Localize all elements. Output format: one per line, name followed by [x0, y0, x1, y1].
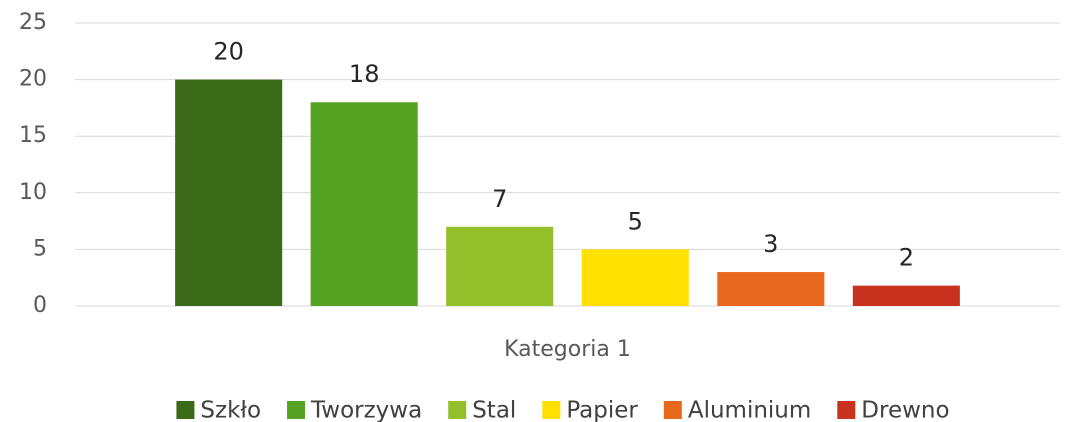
legend-swatch [837, 401, 856, 419]
legend-label: Szkło [200, 398, 261, 422]
x-tick-label: Kategoria 1 [504, 337, 631, 362]
y-tick-label: 0 [33, 293, 47, 318]
bar [581, 249, 689, 306]
data-label: 7 [492, 185, 507, 213]
bar [852, 285, 960, 306]
bar [310, 102, 418, 307]
legend-label: Papier [566, 398, 638, 422]
legend-swatch [663, 401, 682, 419]
legend-label: Aluminium [688, 398, 811, 422]
legend-label: Drewno [861, 398, 949, 422]
y-tick-label: 25 [19, 10, 47, 35]
data-label: 3 [763, 230, 778, 258]
legend-swatch [542, 401, 561, 419]
legend-label: Stal [472, 398, 516, 422]
y-tick-label: 15 [19, 123, 47, 148]
bar [717, 272, 825, 306]
data-label: 20 [213, 38, 244, 66]
data-label: 18 [349, 60, 380, 88]
y-tick-label: 20 [19, 67, 47, 92]
data-label: 2 [899, 244, 914, 272]
y-tick-label: 10 [19, 180, 47, 205]
y-tick-label: 5 [33, 236, 47, 261]
data-label: 5 [628, 207, 643, 235]
legend-swatch [287, 401, 306, 419]
bar [175, 79, 283, 306]
legend-label: Tworzywa [310, 398, 422, 422]
bar [446, 226, 554, 306]
legend-swatch [448, 401, 467, 419]
legend-swatch [176, 401, 195, 419]
